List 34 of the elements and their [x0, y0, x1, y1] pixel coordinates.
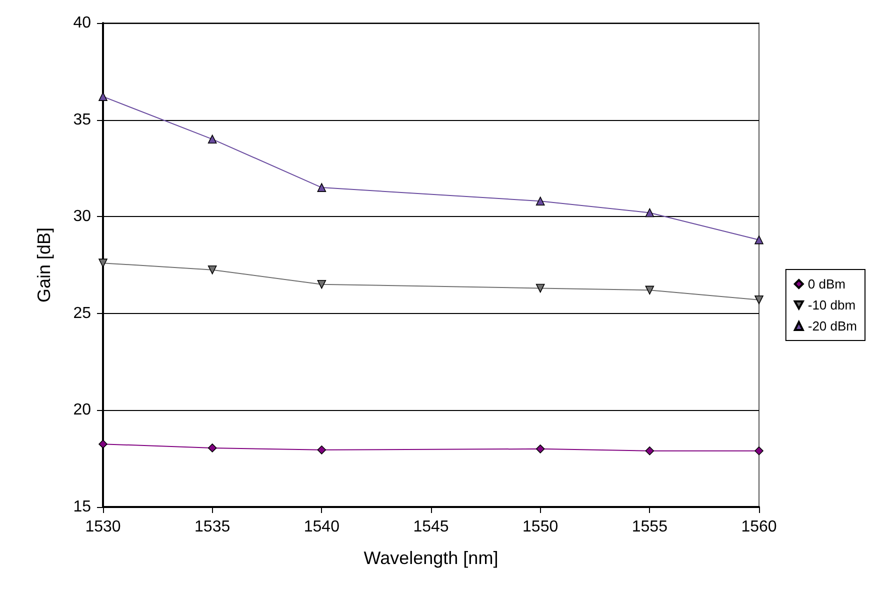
- y-tick-label: 35: [73, 111, 92, 128]
- legend-label: 0 dBm: [808, 276, 846, 292]
- y-tick-label: 40: [73, 14, 92, 32]
- x-axis-title: Wavelength [nm]: [364, 548, 498, 568]
- point: [645, 446, 654, 456]
- point: [645, 286, 654, 295]
- x-tick-label: 1545: [413, 518, 449, 536]
- point: [754, 235, 764, 244]
- point: [208, 134, 217, 144]
- x-tick-label: 1530: [85, 518, 121, 536]
- point: [98, 440, 108, 448]
- legend-label: -10 dbm: [808, 298, 856, 312]
- point: [754, 446, 764, 456]
- x-tick-label: 1560: [741, 518, 777, 536]
- point: [208, 444, 217, 452]
- point: [754, 295, 764, 304]
- x-tick-label: 1555: [632, 518, 668, 536]
- point: [317, 183, 326, 192]
- point: [208, 265, 217, 274]
- x-tick-label: 1540: [304, 518, 340, 536]
- point: [536, 196, 545, 206]
- x-tick-label: 1550: [522, 518, 558, 536]
- y-tick-label: 15: [73, 498, 92, 516]
- point: [536, 444, 545, 454]
- point: [536, 284, 545, 293]
- point: [645, 208, 654, 218]
- legend-label: -20 dBm: [808, 318, 858, 334]
- point: [317, 445, 326, 454]
- y-axis-title: Gain [dB]: [34, 227, 54, 303]
- x-tick-label: 1535: [194, 518, 230, 536]
- point: [317, 280, 326, 289]
- y-tick-label: 25: [73, 304, 92, 322]
- y-tick-label: 30: [73, 208, 92, 226]
- y-tick-label: 20: [73, 402, 92, 419]
